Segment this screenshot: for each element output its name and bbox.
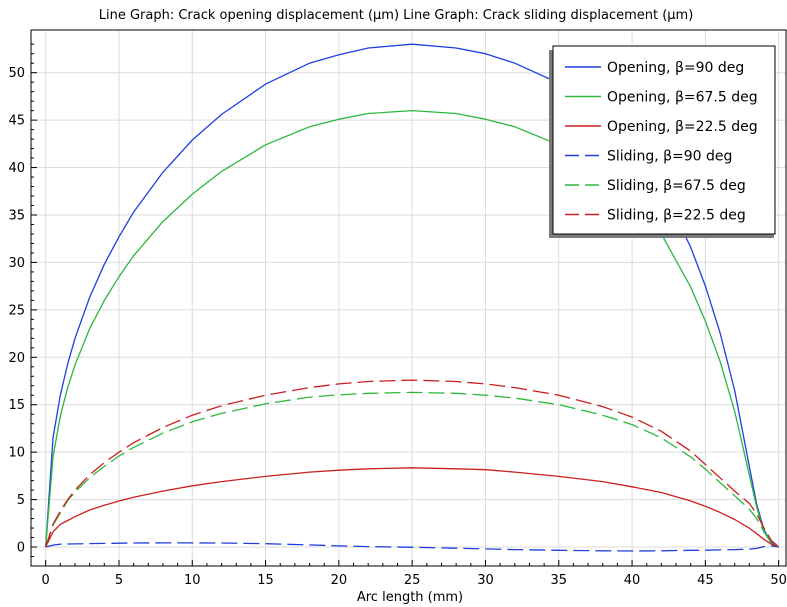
chart-title: Line Graph: Crack opening displacement (… bbox=[99, 8, 694, 23]
y-tick-label: 45 bbox=[8, 114, 25, 129]
x-tick-label: 30 bbox=[477, 573, 494, 588]
x-tick-label: 20 bbox=[331, 573, 348, 588]
x-tick-label: 25 bbox=[404, 573, 421, 588]
y-tick-label: 10 bbox=[8, 446, 25, 461]
series-line-5 bbox=[45, 379, 780, 548]
y-tick-label: 25 bbox=[8, 303, 25, 318]
x-tick-label: 35 bbox=[550, 573, 567, 588]
legend-box bbox=[552, 45, 776, 235]
series-lines bbox=[45, 43, 780, 552]
x-tick-label: 15 bbox=[257, 573, 274, 588]
x-tick-label: 10 bbox=[184, 573, 201, 588]
x-tick-labels: 0 5 10 15 20 25 30 35 40 45 50 bbox=[42, 573, 787, 588]
x-tick-label: 5 bbox=[115, 573, 123, 588]
y-tick-labels: 0 5 10 15 20 25 30 35 40 45 50 bbox=[8, 66, 25, 555]
series-line-4 bbox=[45, 391, 780, 548]
y-tick-label: 35 bbox=[8, 208, 25, 223]
y-tick-label: 50 bbox=[8, 66, 25, 81]
y-tick-label: 5 bbox=[17, 493, 25, 508]
y-tick-label: 15 bbox=[8, 398, 25, 413]
x-tick-label: 50 bbox=[770, 573, 787, 588]
y-tick-label: 40 bbox=[8, 161, 25, 176]
y-tick-label: 30 bbox=[8, 256, 25, 271]
y-tick-label: 0 bbox=[17, 541, 25, 556]
x-tick-label: 0 bbox=[42, 573, 50, 588]
legend-label-0: Opening, β=90 deg bbox=[607, 60, 744, 76]
legend-label-3: Sliding, β=90 deg bbox=[607, 149, 732, 165]
series-line-2 bbox=[45, 467, 779, 548]
x-tick-label: 40 bbox=[624, 573, 641, 588]
legend: Opening, β=90 deg Opening, β=67.5 deg Open… bbox=[549, 45, 776, 238]
y-tick-label: 20 bbox=[8, 351, 25, 366]
series-line-1 bbox=[45, 109, 779, 548]
legend-label-1: Opening, β=67.5 deg bbox=[607, 90, 758, 106]
x-axis-title: Arc length (mm) bbox=[357, 590, 463, 605]
series-line-0 bbox=[45, 43, 780, 548]
plot-frame bbox=[30, 29, 787, 567]
x-tick-label: 45 bbox=[697, 573, 714, 588]
series-line-3 bbox=[45, 542, 779, 552]
legend-label-2: Opening, β=22.5 deg bbox=[607, 119, 758, 135]
axis-ticks bbox=[31, 43, 780, 566]
legend-label-5: Sliding, β=22.5 deg bbox=[607, 208, 746, 224]
legend-label-4: Sliding, β=67.5 deg bbox=[607, 178, 746, 194]
